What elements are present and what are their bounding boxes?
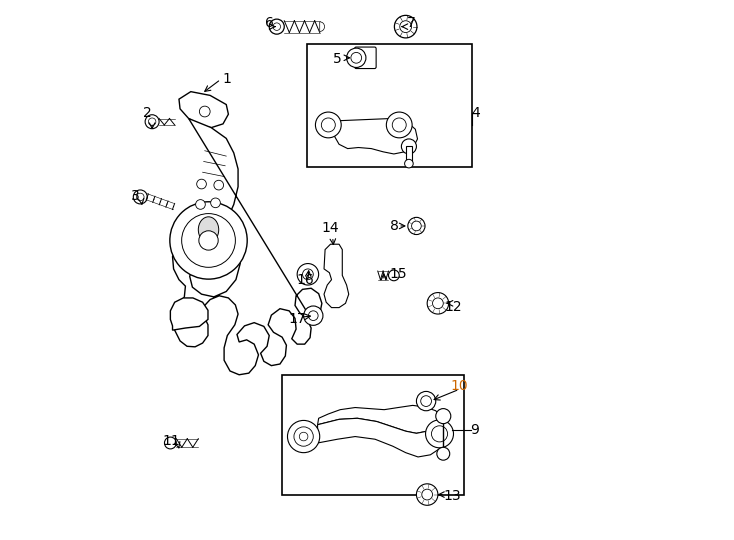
Polygon shape (172, 118, 322, 375)
Circle shape (401, 139, 416, 154)
Circle shape (196, 200, 206, 210)
Circle shape (416, 484, 438, 505)
Text: 14: 14 (321, 221, 339, 235)
Bar (307, 44, 472, 167)
Text: 6: 6 (265, 16, 274, 30)
Bar (282, 375, 464, 495)
Circle shape (288, 421, 320, 453)
Text: 9: 9 (470, 423, 479, 437)
Polygon shape (318, 418, 444, 457)
Polygon shape (335, 118, 418, 154)
Circle shape (214, 180, 224, 190)
Text: 17: 17 (288, 313, 306, 326)
Text: 15: 15 (389, 267, 407, 281)
Wedge shape (320, 22, 324, 31)
Text: 5: 5 (333, 52, 342, 66)
Circle shape (394, 15, 417, 38)
Ellipse shape (198, 217, 219, 242)
Circle shape (170, 202, 247, 279)
Circle shape (386, 112, 412, 138)
Circle shape (297, 264, 319, 285)
Circle shape (211, 198, 220, 208)
Circle shape (145, 114, 159, 129)
Circle shape (134, 190, 148, 204)
Circle shape (408, 218, 425, 234)
Circle shape (436, 409, 451, 424)
Text: 16: 16 (297, 273, 314, 287)
Polygon shape (324, 244, 349, 308)
Circle shape (199, 231, 218, 250)
Circle shape (426, 420, 454, 448)
Circle shape (304, 306, 323, 325)
Polygon shape (318, 406, 441, 433)
Bar (406, 146, 412, 164)
Text: 10: 10 (451, 379, 468, 393)
Circle shape (427, 293, 448, 314)
FancyBboxPatch shape (355, 47, 376, 69)
Text: 2: 2 (143, 106, 152, 120)
Text: 13: 13 (443, 489, 461, 503)
Text: 11: 11 (162, 434, 180, 448)
Polygon shape (179, 92, 228, 127)
Circle shape (200, 106, 210, 117)
Text: 12: 12 (444, 300, 462, 314)
Text: 4: 4 (471, 106, 480, 120)
Text: 8: 8 (390, 219, 399, 233)
Circle shape (346, 48, 366, 68)
Text: 7: 7 (407, 16, 415, 30)
Circle shape (388, 270, 399, 281)
Polygon shape (170, 298, 208, 330)
Circle shape (416, 392, 436, 411)
Circle shape (197, 179, 206, 189)
Text: 3: 3 (131, 189, 139, 203)
Circle shape (269, 19, 284, 34)
Circle shape (404, 159, 413, 168)
Circle shape (164, 437, 176, 449)
Text: 1: 1 (223, 72, 232, 86)
Circle shape (316, 112, 341, 138)
Circle shape (437, 447, 450, 460)
